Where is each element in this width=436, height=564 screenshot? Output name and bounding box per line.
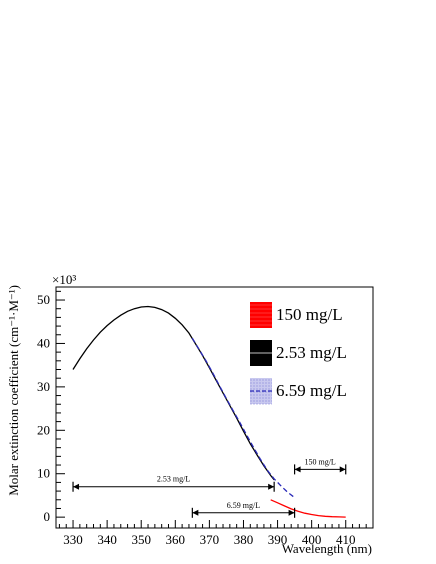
- y-axis-label: Molar extinction coefficient (cm⁻¹·M⁻¹): [6, 285, 21, 496]
- range-arrow-head: [268, 483, 275, 490]
- x-tick-label: 390: [268, 532, 288, 547]
- y-tick-label: 10: [37, 466, 50, 481]
- range-label: 150 mg/L: [304, 457, 335, 466]
- x-tick-label: 400: [302, 532, 322, 547]
- range-arrow-head: [294, 466, 301, 473]
- x-tick-label: 370: [200, 532, 220, 547]
- y-tick-label: 0: [44, 509, 51, 524]
- legend-label: 2.53 mg/L: [276, 343, 347, 362]
- legend-swatch: [250, 378, 272, 404]
- range-label: 2.53 mg/L: [157, 475, 190, 484]
- series-line: [72, 305, 275, 481]
- range-arrow-head: [73, 483, 80, 490]
- y-tick-label: 30: [37, 379, 50, 394]
- range-label: 6.59 mg/L: [227, 501, 260, 510]
- legend: 150 mg/L 2.53 mg/L 6.59 mg/L: [250, 302, 347, 405]
- x-tick-label: 350: [131, 532, 151, 547]
- y-tick-label: 20: [37, 422, 50, 437]
- series-line: [270, 499, 346, 518]
- range-arrow-head: [192, 509, 199, 516]
- x-tick-label: 340: [97, 532, 117, 547]
- x-axis-label: Wavelength (nm): [282, 541, 372, 556]
- range-arrow-head: [339, 466, 346, 473]
- range-annotations: 2.53 mg/L 6.59 mg/L 150 mg/L: [72, 457, 347, 518]
- y-multiplier-label: ×10³: [52, 272, 76, 287]
- legend-label: 150 mg/L: [276, 305, 343, 324]
- axis-ticks: [56, 290, 374, 528]
- series-line: [191, 337, 295, 499]
- series-layer: [72, 305, 346, 518]
- range-arrow-head: [288, 509, 295, 516]
- y-tick-label: 50: [37, 292, 50, 307]
- x-tick-label: 380: [234, 532, 254, 547]
- legend-label: 6.59 mg/L: [276, 381, 347, 400]
- tick-labels: 330 340 350 360 370 380 390 400 410 0 10 20 30 40 50: [37, 292, 355, 547]
- x-tick-label: 410: [336, 532, 356, 547]
- y-tick-label: 40: [37, 335, 50, 350]
- plot-frame: [55, 286, 374, 529]
- x-tick-label: 360: [166, 532, 186, 547]
- x-tick-label: 330: [63, 532, 83, 547]
- legend-swatch: [250, 302, 272, 328]
